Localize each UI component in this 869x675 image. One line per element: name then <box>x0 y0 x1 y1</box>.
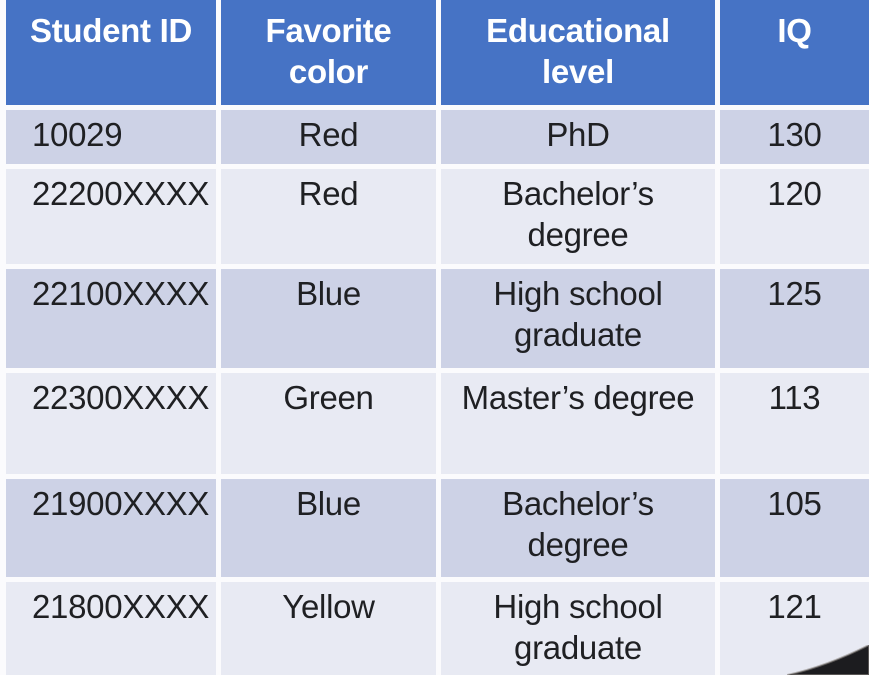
cell-iq: 130 <box>720 110 869 164</box>
cell-educational-level: Bachelor’s degree <box>441 169 715 264</box>
cell-student-id: 21800XXXX <box>6 582 216 675</box>
cell-iq: 125 <box>720 269 869 368</box>
cell-student-id: 10029 <box>6 110 216 164</box>
cell-educational-level: Master’s degree <box>441 373 715 474</box>
column-header-iq: IQ <box>720 0 869 105</box>
cell-student-id: 21900XXXX <box>6 479 216 577</box>
cell-favorite-color: Blue <box>221 479 436 577</box>
cell-iq: 121 <box>720 582 869 675</box>
cell-iq: 105 <box>720 479 869 577</box>
cell-favorite-color: Blue <box>221 269 436 368</box>
cell-student-id: 22100XXXX <box>6 269 216 368</box>
pen-tip-path <box>787 645 869 675</box>
cell-educational-level: High school graduate <box>441 269 715 368</box>
cell-iq: 120 <box>720 169 869 264</box>
cell-iq: 113 <box>720 373 869 474</box>
cell-favorite-color: Green <box>221 373 436 474</box>
cell-favorite-color: Yellow <box>221 582 436 675</box>
column-header-student-id: Student ID <box>6 0 216 105</box>
cell-favorite-color: Red <box>221 110 436 164</box>
cell-student-id: 22200XXXX <box>6 169 216 264</box>
cell-student-id: 22300XXXX <box>6 373 216 474</box>
cell-educational-level: High school graduate <box>441 582 715 675</box>
corner-pen-tip-shape <box>787 645 869 675</box>
cell-favorite-color: Red <box>221 169 436 264</box>
cell-educational-level: Bachelor’s degree <box>441 479 715 577</box>
column-header-educational-level: Educational level <box>441 0 715 105</box>
cell-educational-level: PhD <box>441 110 715 164</box>
column-header-favorite-color: Favorite color <box>221 0 436 105</box>
